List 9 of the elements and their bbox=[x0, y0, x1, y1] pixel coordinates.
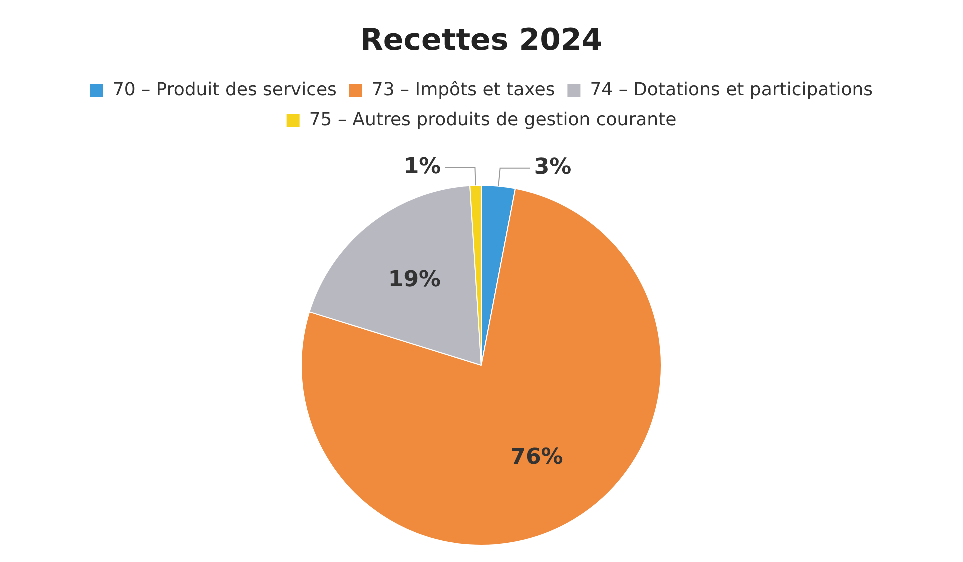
data-label: 3% bbox=[534, 155, 572, 180]
legend-label: 75 – Autres produits de gestion courante bbox=[309, 110, 677, 131]
legend-label: 73 – Impôts et taxes bbox=[372, 80, 556, 101]
data-label: 19% bbox=[388, 267, 442, 292]
data-label: 1% bbox=[404, 154, 442, 180]
data-label: 76% bbox=[510, 444, 564, 470]
legend-label: 70 – Produit des services bbox=[112, 80, 337, 101]
legend-label: 74 – Dotations et participations bbox=[590, 80, 874, 101]
chart-title: Recettes 2024 bbox=[360, 22, 603, 58]
